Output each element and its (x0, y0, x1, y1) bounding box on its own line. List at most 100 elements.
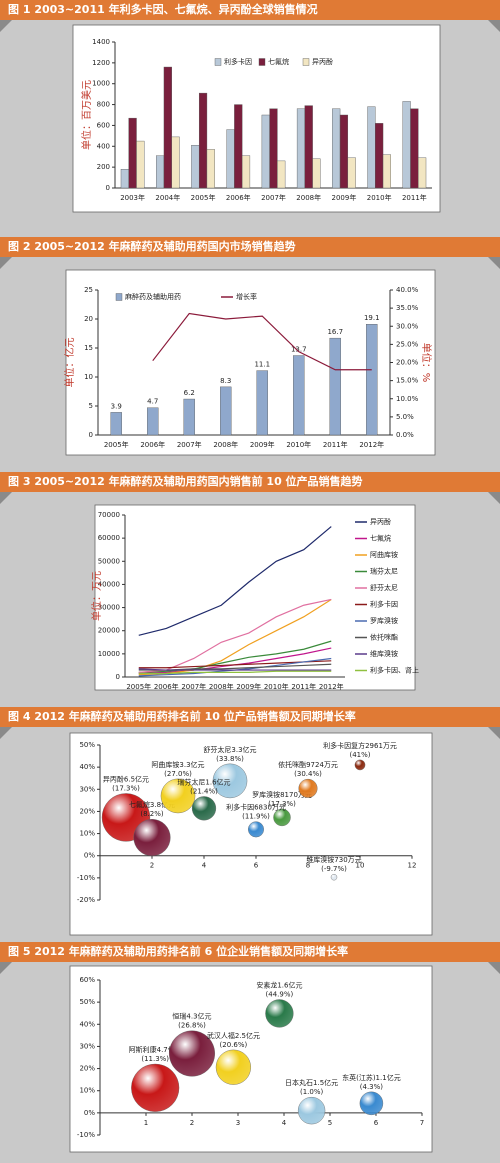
legend-label: 麻醉药及辅助用药 (125, 292, 181, 301)
bar (220, 386, 232, 436)
series-line (138, 640, 332, 673)
corner (488, 257, 500, 269)
data-label: 6.2 (184, 389, 195, 397)
series-line (138, 526, 332, 636)
bubble (160, 778, 196, 814)
bar (367, 106, 376, 189)
chart-title: 图 5 2012 年麻醉药及辅助用药排名前 6 位企业销售额及同期增长率 (8, 944, 348, 958)
y-tick-label: 600 (97, 121, 110, 129)
y-tick-label: 70000 (98, 511, 120, 519)
bar (410, 108, 419, 189)
corner (0, 727, 12, 739)
x-tick-label: 2 (150, 862, 154, 870)
x-tick-label: 8 (306, 862, 310, 870)
y-tick-label: 1000 (92, 80, 110, 88)
bar (256, 370, 268, 436)
legend-label: 七氟烷 (370, 534, 391, 543)
bubble-label: 依托咪酯9724万元 (278, 760, 338, 769)
title-bar (0, 942, 500, 962)
y-tick-label: 10% (79, 830, 95, 838)
x-tick-label: 4 (202, 862, 207, 870)
bubble-value-label: (11.3%) (141, 1055, 169, 1063)
x-tick-label: 2012年 (319, 682, 344, 691)
x-tick-label: 2010年 (367, 193, 392, 202)
y2-tick-label: 15.0% (396, 377, 419, 385)
series-line (138, 670, 332, 675)
bar (261, 114, 270, 189)
bubble (215, 1049, 251, 1085)
legend-label: 罗库溴铵 (370, 616, 398, 625)
legend-label: 异丙酚 (370, 517, 391, 526)
bubble-value-label: (30.4%) (294, 770, 322, 778)
bar (136, 140, 145, 189)
bubble-value-label: (17.3%) (268, 800, 296, 808)
y-tick-label: 10000 (98, 650, 120, 658)
bar (171, 136, 180, 189)
bubble-label: 异丙酚6.5亿元 (103, 774, 149, 783)
bubble-label: 阿斯利康4.7亿元 (129, 1045, 182, 1054)
x-tick-label: 2005年 (104, 440, 129, 449)
x-tick-label: 3 (236, 1119, 240, 1127)
y2-axis-label: 单位：% (420, 343, 433, 383)
bubble-label: 东英(江苏)1.1亿元 (342, 1073, 401, 1082)
bar (296, 108, 306, 189)
bubble-value-label: (1.0%) (300, 1088, 324, 1096)
bubble-value-label: (41%) (349, 751, 370, 759)
legend-label: 利多卡因、肾上 (370, 666, 419, 675)
title-bar (0, 707, 500, 727)
bar (110, 412, 122, 436)
bar (402, 101, 411, 189)
x-tick-label: 2004年 (155, 193, 180, 202)
y-tick-label: 50000 (98, 557, 120, 565)
chart-title: 图 1 2003~2011 年利多卡因、七氟烷、异丙酚全球销售情况 (8, 2, 318, 16)
bar (226, 129, 235, 189)
bar (156, 155, 165, 189)
corner (488, 727, 500, 739)
y-tick-label: 30% (79, 785, 95, 793)
x-tick-label: 2009年 (250, 440, 275, 449)
y-tick-label: 50% (79, 998, 95, 1006)
bubble (168, 1030, 216, 1077)
bar (128, 117, 137, 189)
y-tick-label: 20000 (98, 627, 120, 635)
y-tick-label: 25 (84, 286, 93, 294)
x-tick-label: 2008年 (213, 440, 238, 449)
bar (366, 324, 378, 436)
bubble-value-label: (21.4%) (190, 787, 218, 795)
y-tick-label: 1200 (92, 59, 110, 67)
y-tick-label: 400 (97, 142, 110, 150)
x-tick-label: 2007年 (181, 682, 206, 691)
bar (375, 123, 384, 189)
y-tick-label: 0 (106, 184, 110, 192)
bar (198, 92, 208, 189)
bar (304, 105, 313, 189)
y-tick-label: 0% (84, 1109, 95, 1117)
x-tick-label: 6 (374, 1119, 379, 1127)
y-tick-label: 60000 (98, 534, 120, 542)
x-tick-label: 2008年 (296, 193, 321, 202)
bubble-value-label: (8.2%) (140, 810, 164, 818)
bubble-label: 阿曲库铵3.3亿元 (151, 760, 204, 769)
legend-swatch (302, 58, 310, 66)
x-tick-label: 2005年 (126, 682, 151, 691)
legend-label: 维库溴铵 (370, 649, 398, 658)
bubble (133, 819, 171, 857)
bubble (191, 796, 217, 821)
x-tick-label: 2006年 (140, 440, 165, 449)
y-tick-label: 50% (79, 741, 95, 749)
bubble (330, 873, 338, 881)
bubble-label: 利多卡因复方2961万元 (323, 741, 397, 750)
bubble (297, 1096, 326, 1125)
bubble-label: 罗库溴铵8170万元 (252, 790, 312, 799)
y-tick-label: 0 (89, 431, 93, 439)
bubble-value-label: (26.8%) (178, 1022, 206, 1030)
bubble-value-label: (44.9%) (266, 991, 294, 999)
legend-label: 阿曲库铵 (370, 550, 398, 559)
bar (347, 157, 356, 189)
y-tick-label: 30% (79, 1042, 95, 1050)
y-tick-label: 5 (89, 402, 93, 410)
bubble-label: 瑞芬太尼1.6亿元 (177, 777, 230, 786)
bubble-value-label: (4.3%) (360, 1083, 384, 1091)
legend-label: 异丙酚 (312, 57, 333, 66)
